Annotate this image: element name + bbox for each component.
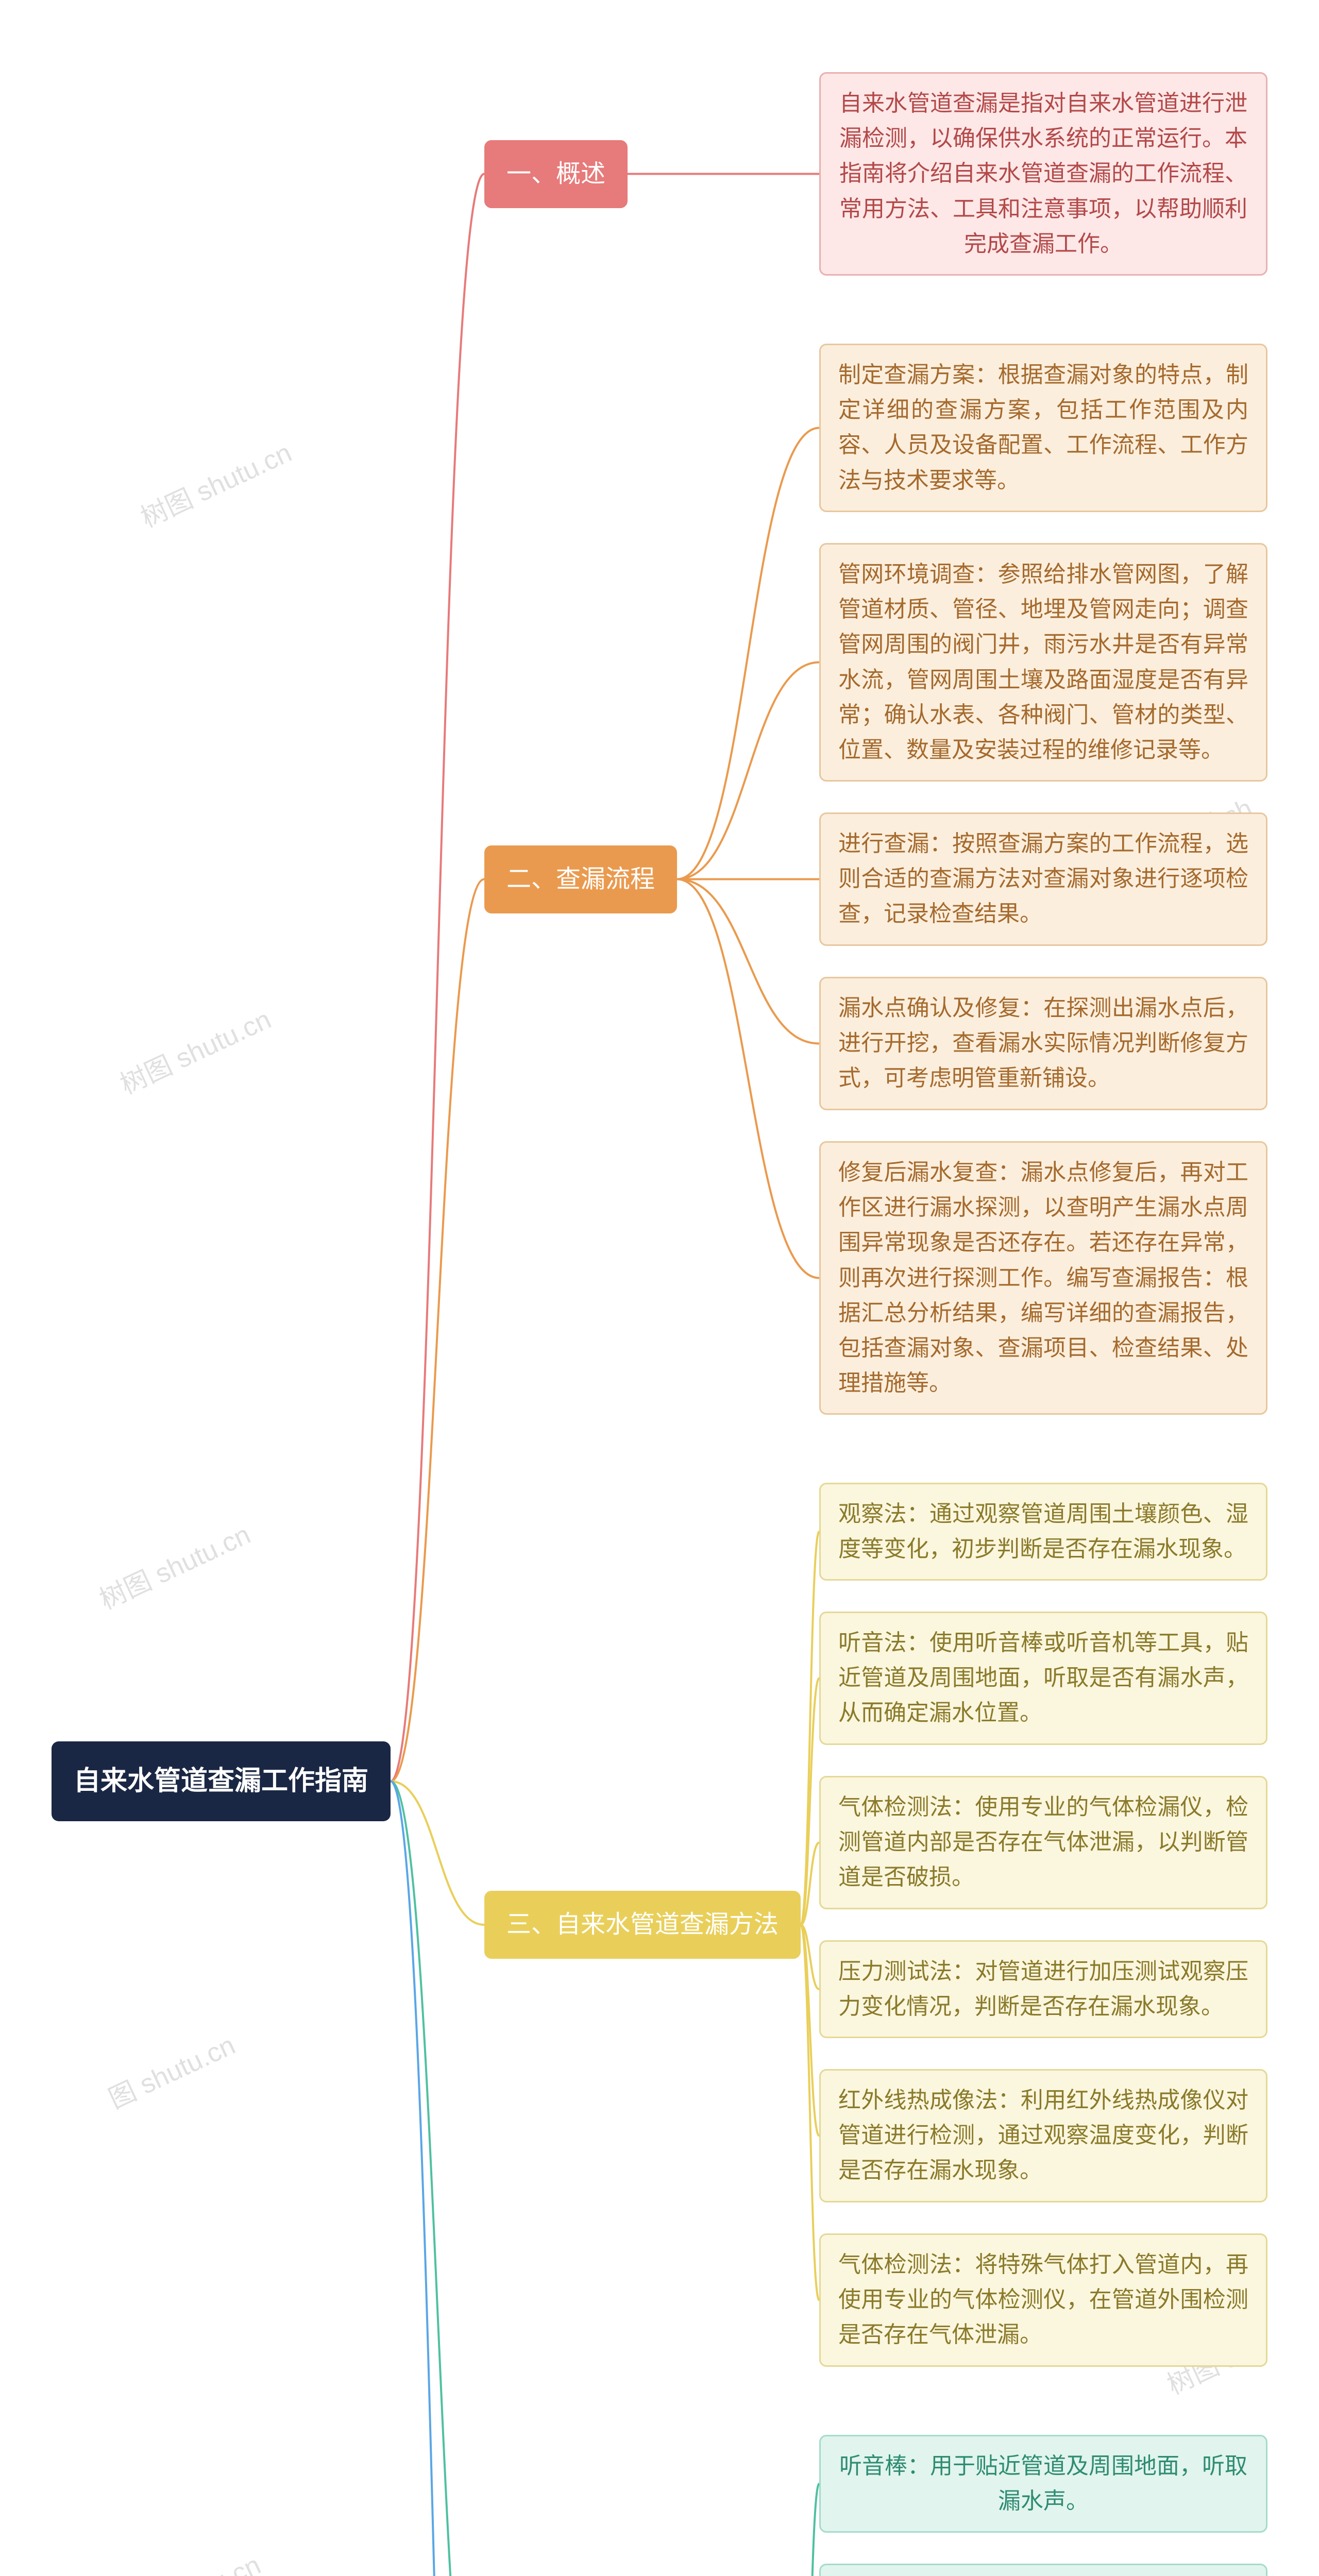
watermark: 图 shutu.cn — [101, 2024, 240, 2116]
leaf-node[interactable]: 制定查漏方案：根据查漏对象的特点，制定详细的查漏方案，包括工作范围及内容、人员及… — [819, 344, 1267, 512]
watermark: 树图 shutu.cn — [103, 2544, 266, 2576]
leaf-node[interactable]: 压力测试法：对管道进行加压测试观察压力变化情况，判断是否存在漏水现象。 — [819, 1940, 1267, 2038]
leaf-node[interactable]: 进行查漏：按照查漏方案的工作流程，选则合适的查漏方法对查漏对象进行逐项检查，记录… — [819, 812, 1267, 946]
leaf-node[interactable]: 红外线热成像法：利用红外线热成像仪对管道进行检测，通过观察温度变化，判断是否存在… — [819, 2069, 1267, 2202]
leaf-node[interactable]: 管网环境调查：参照给排水管网图，了解管道材质、管径、地埋及管网走向；调查管网周围… — [819, 543, 1267, 782]
leaf-node[interactable]: 漏水点确认及修复：在探测出漏水点后，进行开挖，查看漏水实际情况判断修复方式，可考… — [819, 977, 1267, 1110]
watermark: 树图 shutu.cn — [133, 431, 297, 535]
leaf-node[interactable]: 气体检测法：将特殊气体打入管道内，再使用专业的气体检测仪，在管道外围检测是否存在… — [819, 2233, 1267, 2367]
leaf-node[interactable]: 听音机：用于放大漏水声，帮助确定漏水位置。 — [819, 2564, 1267, 2576]
leaf-node[interactable]: 观察法：通过观察管道周围土壤颜色、湿度等变化，初步判断是否存在漏水现象。 — [819, 1483, 1267, 1581]
branch-node[interactable]: 三、自来水管道查漏方法 — [484, 1891, 801, 1959]
leaf-node[interactable]: 气体检测法：使用专业的气体检漏仪，检测管道内部是否存在气体泄漏，以判断管道是否破… — [819, 1776, 1267, 1909]
leaf-node[interactable]: 自来水管道查漏是指对自来水管道进行泄漏检测，以确保供水系统的正常运行。本指南将介… — [819, 72, 1267, 276]
leaf-node[interactable]: 修复后漏水复查：漏水点修复后，再对工作区进行漏水探测，以查明产生漏水点周围异常现… — [819, 1141, 1267, 1415]
watermark: 树图 shutu.cn — [92, 1513, 256, 1617]
leaf-node[interactable]: 听音棒：用于贴近管道及周围地面，听取漏水声。 — [819, 2435, 1267, 2533]
root-node[interactable]: 自来水管道查漏工作指南 — [52, 1741, 391, 1821]
leaf-node[interactable]: 听音法：使用听音棒或听音机等工具，贴近管道及周围地面，听取是否有漏水声，从而确定… — [819, 1612, 1267, 1745]
branch-node[interactable]: 一、概述 — [484, 140, 628, 208]
branch-node[interactable]: 二、查漏流程 — [484, 845, 677, 913]
watermark: 树图 shutu.cn — [113, 998, 276, 1101]
